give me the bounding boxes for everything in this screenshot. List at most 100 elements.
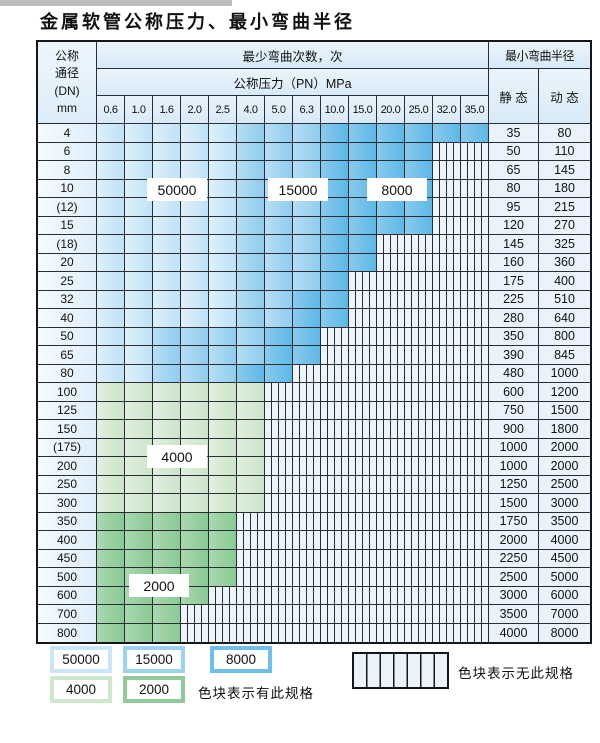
cell-no-spec bbox=[461, 531, 489, 550]
cell-no-spec bbox=[433, 346, 461, 365]
cell-spec-50000 bbox=[153, 142, 181, 161]
cell-spec-15000 bbox=[293, 235, 321, 254]
static-radius-value: 160 bbox=[489, 253, 539, 272]
static-radius-value: 1750 bbox=[489, 512, 539, 531]
pressure-column-header: 25.0 bbox=[405, 96, 433, 124]
pressure-column-header: 2.0 bbox=[181, 96, 209, 124]
cell-spec-15000 bbox=[293, 198, 321, 217]
pressure-column-header: 4.0 bbox=[237, 96, 265, 124]
region-label-15000: 15000 bbox=[268, 178, 328, 201]
cell-no-spec bbox=[433, 605, 461, 624]
cell-spec-8000 bbox=[321, 142, 349, 161]
cell-spec-50000 bbox=[97, 309, 125, 328]
cell-spec-4000 bbox=[237, 438, 265, 457]
cell-no-spec bbox=[209, 605, 237, 624]
cell-no-spec bbox=[265, 494, 293, 513]
dn-row-label: 200 bbox=[38, 457, 97, 476]
cell-no-spec bbox=[237, 531, 265, 550]
legend-label-15000: 15000 bbox=[127, 650, 181, 669]
cell-no-spec bbox=[405, 568, 433, 587]
cell-no-spec bbox=[265, 475, 293, 494]
cell-spec-2000 bbox=[209, 549, 237, 568]
cell-spec-8000 bbox=[265, 327, 293, 346]
dn-row-label: 300 bbox=[38, 494, 97, 513]
cell-no-spec bbox=[433, 623, 461, 642]
cell-no-spec bbox=[461, 549, 489, 568]
dynamic-radius-value: 510 bbox=[539, 290, 590, 309]
static-radius-value: 4000 bbox=[489, 623, 539, 642]
dn-row-label: 800 bbox=[38, 623, 97, 642]
cell-spec-8000 bbox=[349, 198, 377, 217]
cell-no-spec bbox=[377, 531, 405, 550]
dn-row-label: 20 bbox=[38, 253, 97, 272]
cell-no-spec bbox=[349, 401, 377, 420]
cell-spec-15000 bbox=[265, 309, 293, 328]
cell-no-spec bbox=[461, 457, 489, 476]
cell-spec-8000 bbox=[433, 124, 461, 143]
cell-spec-50000 bbox=[209, 253, 237, 272]
cell-spec-4000 bbox=[237, 475, 265, 494]
cell-spec-2000 bbox=[153, 549, 181, 568]
cell-spec-4000 bbox=[181, 494, 209, 513]
cell-no-spec bbox=[321, 549, 349, 568]
cell-spec-50000 bbox=[153, 253, 181, 272]
cell-no-spec bbox=[209, 586, 237, 605]
cell-no-spec bbox=[405, 309, 433, 328]
cell-no-spec bbox=[377, 568, 405, 587]
cell-no-spec bbox=[405, 383, 433, 402]
cell-no-spec bbox=[349, 346, 377, 365]
dn-row-label: 32 bbox=[38, 290, 97, 309]
cell-no-spec bbox=[349, 494, 377, 513]
cell-spec-4000 bbox=[181, 383, 209, 402]
cell-no-spec bbox=[321, 494, 349, 513]
pressure-bend-table: 公称 通径 (DN) mm 最少弯曲次数，次 最小弯曲半径 公称压力（PN）MP… bbox=[36, 40, 592, 644]
cell-no-spec bbox=[461, 475, 489, 494]
cell-spec-50000 bbox=[153, 235, 181, 254]
cell-no-spec bbox=[377, 494, 405, 513]
cell-spec-50000 bbox=[209, 290, 237, 309]
cell-no-spec bbox=[461, 586, 489, 605]
cell-no-spec bbox=[209, 623, 237, 642]
region-label-8000: 8000 bbox=[367, 178, 427, 201]
cell-no-spec bbox=[461, 401, 489, 420]
cell-spec-8000 bbox=[293, 290, 321, 309]
cell-spec-2000 bbox=[97, 623, 125, 642]
cell-no-spec bbox=[265, 512, 293, 531]
cell-no-spec bbox=[181, 623, 209, 642]
cell-no-spec bbox=[461, 216, 489, 235]
cell-spec-4000 bbox=[209, 383, 237, 402]
pressure-column-header: 2.5 bbox=[209, 96, 237, 124]
cell-spec-15000 bbox=[237, 309, 265, 328]
dn-row-label: (18) bbox=[38, 235, 97, 254]
cell-spec-15000 bbox=[265, 216, 293, 235]
cell-no-spec bbox=[433, 475, 461, 494]
cell-no-spec bbox=[461, 568, 489, 587]
cell-spec-8000 bbox=[377, 124, 405, 143]
region-label-4000: 4000 bbox=[147, 445, 207, 468]
cell-spec-8000 bbox=[349, 142, 377, 161]
cell-spec-2000 bbox=[153, 512, 181, 531]
cell-spec-50000 bbox=[125, 290, 153, 309]
cell-no-spec bbox=[405, 512, 433, 531]
cell-no-spec bbox=[461, 623, 489, 642]
cell-no-spec bbox=[377, 438, 405, 457]
cell-spec-2000 bbox=[209, 531, 237, 550]
cell-spec-8000 bbox=[321, 161, 349, 180]
cell-no-spec bbox=[433, 401, 461, 420]
cell-spec-50000 bbox=[125, 253, 153, 272]
legend-label-8000: 8000 bbox=[214, 650, 268, 669]
cell-no-spec bbox=[461, 512, 489, 531]
cell-spec-50000 bbox=[125, 161, 153, 180]
cell-spec-50000 bbox=[97, 364, 125, 383]
cell-no-spec bbox=[377, 235, 405, 254]
cell-spec-8000 bbox=[321, 216, 349, 235]
cell-spec-50000 bbox=[97, 272, 125, 291]
cell-no-spec bbox=[321, 586, 349, 605]
cell-no-spec bbox=[293, 586, 321, 605]
pressure-column-header: 0.6 bbox=[97, 96, 125, 124]
cell-no-spec bbox=[321, 327, 349, 346]
cell-spec-50000 bbox=[181, 309, 209, 328]
cell-no-spec bbox=[433, 494, 461, 513]
cell-spec-50000 bbox=[97, 235, 125, 254]
cell-no-spec bbox=[293, 623, 321, 642]
